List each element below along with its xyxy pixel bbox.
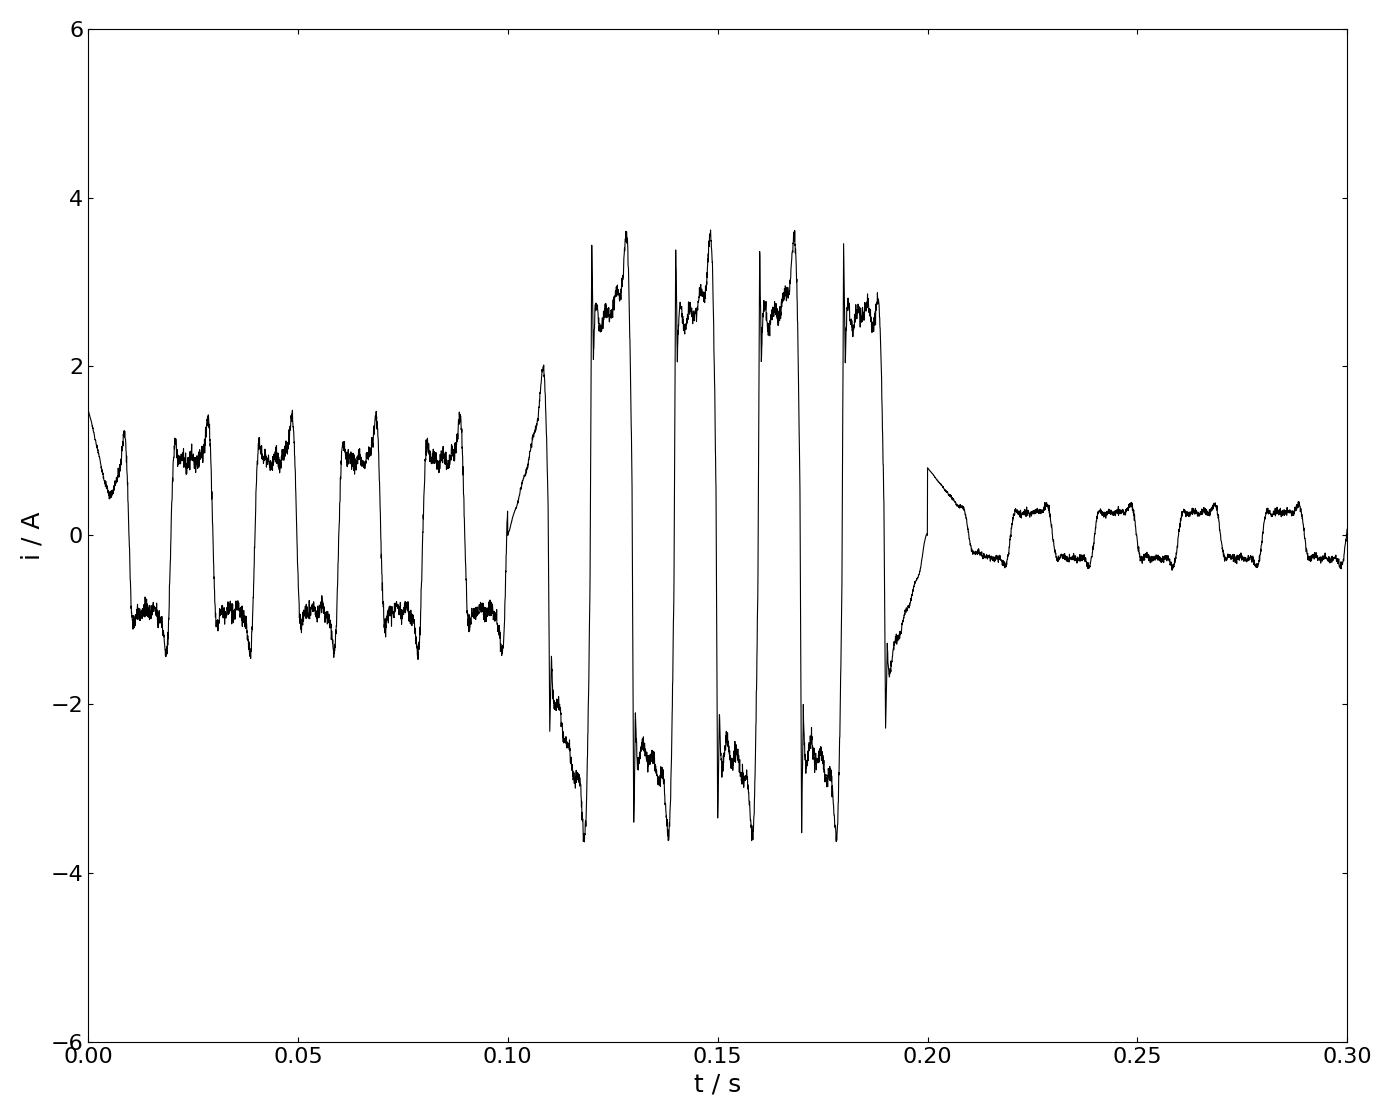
X-axis label: t / s: t / s xyxy=(694,1072,741,1096)
Y-axis label: i / A: i / A xyxy=(21,512,45,560)
